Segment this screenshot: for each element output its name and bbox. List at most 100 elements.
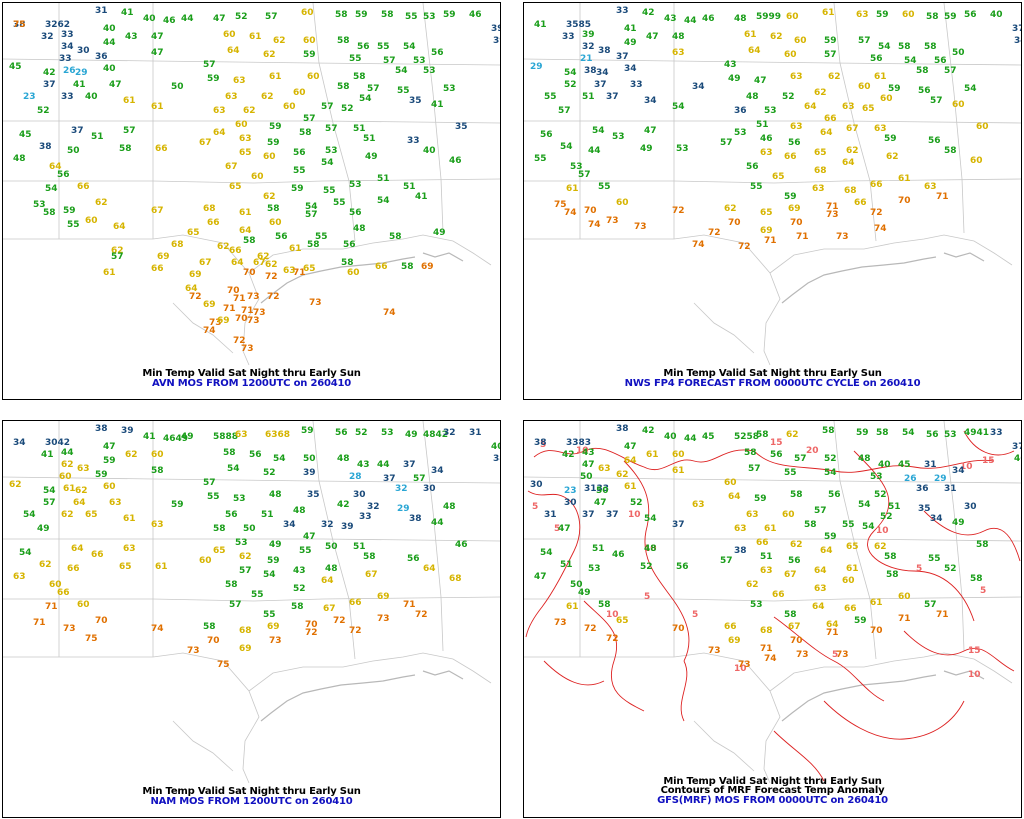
station-temp: 58 [213, 524, 226, 534]
station-temp: 56 [275, 232, 288, 242]
station-temp: 61 [874, 72, 887, 82]
station-temp: 51 [353, 124, 366, 134]
station-temp: 60 [151, 450, 164, 460]
station-temp: 37 [403, 460, 416, 470]
station-temp: 46 [469, 10, 482, 20]
station-temp: 38 [616, 424, 629, 434]
station-temp: 74 [874, 224, 887, 234]
station-temp: 44 [103, 38, 116, 48]
anomaly-contour [583, 600, 645, 712]
station-temp: 65 [119, 562, 132, 572]
station-temp: 56 [828, 490, 841, 500]
station-temp: 57 [265, 12, 278, 22]
station-temp: 46 [449, 156, 462, 166]
station-temp: 55 [405, 12, 418, 22]
station-temp: 58 [598, 600, 611, 610]
station-temp: 39 [121, 426, 134, 436]
anomaly-contour [680, 660, 688, 722]
station-temp: 72 [233, 336, 246, 346]
station-temp: 38 [734, 546, 747, 556]
station-temp: 58 [267, 204, 280, 214]
station-temp: 58 [976, 540, 989, 550]
station-temp: 53 [413, 56, 426, 66]
station-temp: 62 [75, 486, 88, 496]
station-temp: 60 [199, 556, 212, 566]
station-temp: 55 [750, 182, 763, 192]
station-temp: 40 [423, 146, 436, 156]
station-temp: 61 [103, 268, 116, 278]
station-temp: 5258 [734, 432, 759, 442]
station-temp: 45 [9, 62, 22, 72]
station-temp: 53 [381, 428, 394, 438]
station-temp: 72 [267, 292, 280, 302]
station-temp: 62 [786, 430, 799, 440]
station-temp: 48 [443, 502, 456, 512]
station-temp: 63 [842, 102, 855, 112]
station-temp: 51 [756, 120, 769, 130]
anomaly-contour [773, 616, 885, 702]
station-temp: 59 [103, 456, 116, 466]
station-temp: 37 [594, 80, 607, 90]
station-temp: 58 [291, 602, 304, 612]
station-temp: 55 [534, 154, 547, 164]
station-temp: 56 [293, 148, 306, 158]
station-temp: 56 [343, 240, 356, 250]
station-temp: 60 [235, 120, 248, 130]
station-temp: 72 [870, 208, 883, 218]
station-temp: 57 [229, 600, 242, 610]
station-temp: 5888 [213, 432, 238, 442]
station-temp: 56 [964, 10, 977, 20]
station-temp: 63 [235, 430, 248, 440]
station-temp: 50 [570, 580, 583, 590]
station-temp: 70 [672, 624, 685, 634]
station-temp: 63 [151, 520, 164, 530]
station-temp: 29 [75, 68, 88, 78]
station-temp: 56 [540, 130, 553, 140]
station-temp: 61 [63, 484, 76, 494]
station-temp: 58 [790, 490, 803, 500]
station-temp: 55 [251, 590, 264, 600]
station-temp: 58 [337, 82, 350, 92]
station-temp: 54 [564, 68, 577, 78]
station-temp: 73 [253, 308, 266, 318]
station-temp: 40 [990, 10, 1003, 20]
contour-label: 10 [606, 610, 619, 620]
station-temp: 71 [403, 600, 416, 610]
station-temp: 47 [624, 442, 637, 452]
station-temp: 41 [624, 24, 637, 34]
station-temp: 53 [944, 430, 957, 440]
station-temp: 43 [724, 60, 737, 70]
panel-source: NWS FP4 FORECAST FROM 0000UTC CYCLE on 2… [624, 378, 921, 389]
station-temp: 69 [217, 316, 230, 326]
station-temp: 26 [63, 66, 76, 76]
station-temp: 74 [692, 240, 705, 250]
station-temp: 69 [728, 636, 741, 646]
station-temp: 59 [303, 50, 316, 60]
station-temp: 63 [672, 48, 685, 58]
station-temp: 52 [874, 490, 887, 500]
station-temp: 34 [61, 42, 74, 52]
anomaly-contour [903, 630, 1015, 672]
station-temp: 52 [782, 92, 795, 102]
station-temp: 62 [886, 152, 899, 162]
station-temp: 47 [558, 524, 571, 534]
station-temp: 54 [964, 84, 977, 94]
station-temp: 73 [826, 210, 839, 220]
station-temp: 73 [269, 636, 282, 646]
station-temp: 54 [560, 142, 573, 152]
station-temp: 66 [824, 114, 837, 124]
station-temp: 63 [123, 544, 136, 554]
panel-source: GFS(MRF) MOS FROM 0000UTC on 260410 [657, 795, 888, 806]
station-temp: 41 [143, 432, 156, 442]
station-temp: 66 [870, 180, 883, 190]
station-temp: 65 [239, 148, 252, 158]
station-temp: 47 [109, 80, 122, 90]
station-temp: 55 [299, 546, 312, 556]
station-temp: 48 [13, 154, 26, 164]
station-temp: 69 [157, 252, 170, 262]
station-temp: 59 [754, 494, 767, 504]
station-temp: 41 [121, 8, 134, 18]
station-temp: 56 [407, 554, 420, 564]
contour-label: 20 [806, 446, 819, 456]
station-temp: 64 [231, 258, 244, 268]
